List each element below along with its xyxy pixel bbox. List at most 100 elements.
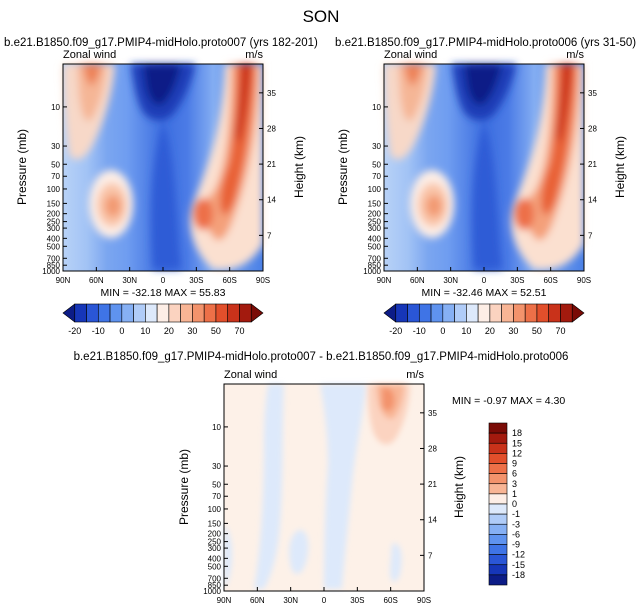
colorbar-swatch: [536, 303, 550, 323]
colorbar-label: 1: [512, 489, 517, 499]
colorbar-label: 30: [508, 326, 518, 336]
colorbar-swatch: [133, 303, 146, 323]
x-tick-label: 90N: [377, 276, 392, 285]
height-tick-label: 21: [267, 160, 276, 169]
p-tick-label: 200: [47, 210, 61, 219]
colorbar-label: -9: [512, 540, 520, 550]
colorbar-swatch: [488, 503, 508, 515]
panel-left-label: Zonal wind: [384, 49, 437, 61]
colorbar-label: -15: [512, 560, 525, 570]
colorbar-proto006: -20 -10 0 10 20 30 50 70: [383, 303, 585, 336]
p-tick-label: 850: [368, 261, 382, 270]
height-tick-label: 14: [267, 196, 276, 205]
colorbar-label: -1: [512, 509, 520, 519]
p-tick-label: 50: [51, 160, 60, 169]
p-tick-label: 150: [208, 519, 222, 528]
x-tick-label: 90N: [217, 596, 232, 605]
colorbar-label: 10: [461, 326, 471, 336]
colorbar-label: 50: [211, 326, 221, 336]
x-tick-label: 90S: [256, 276, 270, 285]
p-tick-label: 100: [208, 505, 222, 514]
colorbar-swatch: [250, 303, 264, 323]
colorbar-swatch: [454, 303, 467, 323]
p-tick-label: 70: [212, 492, 221, 501]
colorbar-label: -6: [512, 529, 520, 539]
colorbar-swatch: [74, 303, 87, 323]
minmax: MIN = -0.97 MAX = 4.30: [452, 395, 565, 407]
x-tick-label: 60S: [544, 276, 558, 285]
x-tick-label: 60S: [223, 276, 237, 285]
colorbar-swatch: [227, 303, 240, 323]
panel-title: b.e21.B1850.f09_g17.PMIP4-midHolo.proto0…: [4, 37, 318, 49]
p-tick-label: 70: [372, 172, 381, 181]
p-tick-label: 850: [208, 581, 222, 590]
panel-units: m/s: [245, 49, 263, 61]
p-tick-label: 400: [208, 554, 222, 563]
colorbar-label: 0: [119, 326, 124, 336]
p-tick-label: 200: [368, 210, 382, 219]
colorbar-label: -10: [413, 326, 426, 336]
colorbar-label: -10: [92, 326, 105, 336]
height-tick-label: 35: [588, 89, 597, 98]
p-tick-label: 10: [212, 423, 221, 432]
p-tick-label: 700: [208, 574, 222, 583]
colorbar-label: 12: [512, 448, 522, 458]
panel-left-label: Zonal wind: [224, 369, 277, 381]
colorbar-proto007: -20 -10 0 10 20 30 50 70: [62, 303, 264, 336]
colorbar-label: 20: [164, 326, 174, 336]
colorbar-swatch: [477, 303, 491, 323]
colorbar-swatch: [488, 422, 508, 434]
panel-left-label: Zonal wind: [63, 49, 116, 61]
panel-proto007: b.e21.B1850.f09_g17.PMIP4-midHolo.proto0…: [4, 37, 318, 299]
p-tick-label: 400: [47, 234, 61, 243]
p-tick-label: 70: [51, 172, 60, 181]
height-tick-label: 28: [428, 444, 437, 453]
colorbar-swatch: [109, 303, 123, 323]
colorbar-label: 3: [512, 479, 517, 489]
colorbar-swatch: [97, 303, 111, 323]
minmax: MIN = -32.46 MAX = 52.51: [422, 287, 547, 299]
colorbar-swatch: [560, 303, 573, 323]
p-tick-label: 500: [208, 562, 222, 571]
p-tick-label: 10: [372, 103, 381, 112]
colorbar-swatch: [203, 303, 217, 323]
axis-ticks: 90N 60N 30N 0 30S 60S 90S103050701001502002503…: [42, 89, 276, 285]
colorbar-label: 10: [140, 326, 150, 336]
ylabel: Pressure (mb): [177, 449, 191, 525]
p-tick-label: 50: [372, 160, 381, 169]
x-tick-label: 30S: [350, 596, 364, 605]
colorbar-label: 6: [512, 469, 517, 479]
p-tick-label: 100: [368, 185, 382, 194]
p-tick-label: 300: [47, 224, 61, 233]
colorbar-label: 18: [512, 428, 522, 438]
p-tick-label: 250: [368, 218, 382, 227]
x-tick-label: 0: [322, 596, 327, 605]
panel-title: b.e21.B1850.f09_g17.PMIP4-midHolo.proto0…: [335, 37, 636, 49]
x-tick-label: 30N: [283, 596, 298, 605]
height-tick-label: 7: [267, 231, 272, 240]
height-tick-label: 35: [428, 409, 437, 418]
ylabel: Pressure (mb): [336, 129, 350, 205]
panel-units: m/s: [566, 49, 584, 61]
p-tick-label: 30: [51, 142, 60, 151]
colorbar-swatch: [488, 453, 508, 464]
colorbar-swatch: [407, 303, 420, 323]
colorbar-label: 70: [234, 326, 244, 336]
colorbar-label: 0: [512, 499, 517, 509]
colorbar-swatch: [524, 303, 538, 323]
x-tick-label: 30N: [122, 276, 137, 285]
p-tick-label: 1000: [203, 587, 221, 596]
colorbar-swatch: [488, 574, 508, 586]
colorbar-label: 50: [532, 326, 542, 336]
p-tick-label: 250: [208, 538, 222, 547]
colorbar-label: -18: [512, 570, 525, 580]
x-tick-label: 0: [482, 276, 487, 285]
p-tick-label: 150: [368, 199, 382, 208]
colorbar-label: -20: [389, 326, 402, 336]
height-tick-label: 7: [428, 551, 433, 560]
p-tick-label: 300: [208, 544, 222, 553]
colorbar-label: 9: [512, 459, 517, 469]
panel-units: m/s: [406, 369, 424, 381]
colorbar-swatch: [180, 303, 193, 323]
